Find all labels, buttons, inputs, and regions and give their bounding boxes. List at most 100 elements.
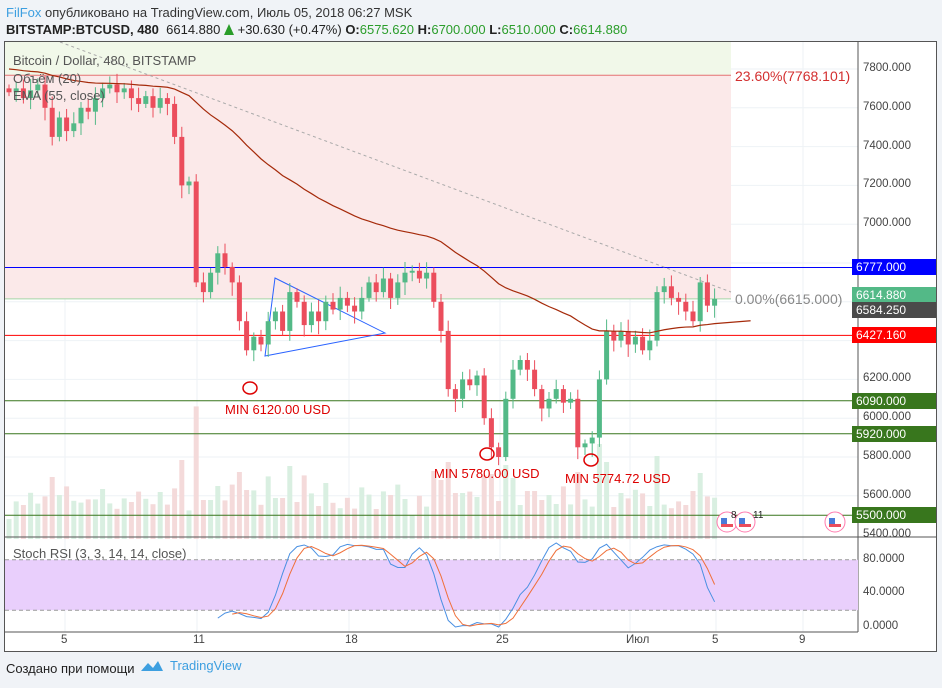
candle-body bbox=[604, 330, 610, 380]
volume-bar bbox=[668, 508, 674, 539]
candle-body bbox=[164, 98, 170, 104]
volume-bar bbox=[488, 474, 494, 539]
volume-bar bbox=[13, 501, 19, 539]
volume-bar bbox=[294, 502, 300, 539]
price-tick: 7600.000 bbox=[863, 100, 911, 113]
candle-body bbox=[92, 98, 98, 112]
volume-bar bbox=[280, 498, 286, 539]
candle-body bbox=[582, 443, 588, 448]
price-tick: 7400.000 bbox=[863, 139, 911, 152]
last-price: 6614.880 bbox=[166, 22, 221, 37]
candle-body bbox=[388, 278, 394, 298]
candle-body bbox=[128, 88, 134, 99]
volume-bar bbox=[301, 475, 307, 539]
candle-body bbox=[49, 107, 55, 137]
volume-bar bbox=[452, 493, 458, 539]
volume-bar bbox=[344, 497, 350, 539]
up-arrow-icon bbox=[223, 24, 234, 35]
volume-bar bbox=[647, 506, 653, 539]
price-tick: 7200.000 bbox=[863, 178, 911, 191]
candle-body bbox=[560, 389, 566, 403]
time-tick: 11 bbox=[193, 634, 205, 646]
c-label: C: bbox=[559, 22, 574, 37]
l-label: L: bbox=[489, 22, 502, 37]
volume-bar bbox=[517, 505, 523, 539]
candle-body bbox=[366, 282, 372, 298]
price-tag: 6427.160 bbox=[852, 327, 936, 344]
candle-body bbox=[107, 84, 113, 89]
candle-body bbox=[301, 301, 307, 326]
price-tick: 6000.000 bbox=[863, 411, 911, 424]
candle-body bbox=[589, 437, 595, 444]
candle-body bbox=[323, 301, 329, 322]
volume-bar bbox=[143, 498, 149, 539]
volume-bar bbox=[474, 497, 480, 539]
time-tick: 18 bbox=[345, 634, 358, 646]
price-tick: 5400.000 bbox=[863, 527, 911, 540]
publish-info: FilFox опубликовано на TradingView.com, … bbox=[6, 5, 412, 20]
volume-bar bbox=[100, 489, 106, 539]
volume-bar bbox=[481, 475, 487, 539]
candle-body bbox=[676, 297, 682, 302]
volume-bar bbox=[258, 504, 264, 539]
volume-bar bbox=[640, 493, 646, 539]
volume-bar bbox=[352, 508, 358, 539]
price-tag: 6090.000 bbox=[852, 392, 936, 409]
volume-bar bbox=[424, 506, 430, 539]
volume-bar bbox=[704, 496, 710, 539]
volume-bar bbox=[107, 503, 113, 539]
volume-bar bbox=[215, 486, 221, 539]
open-value: 6575.620 bbox=[359, 22, 414, 37]
candle-body bbox=[200, 282, 206, 293]
legend-volume[interactable]: Объём (20) bbox=[13, 71, 82, 86]
volume-bar bbox=[287, 466, 293, 539]
volume-bar bbox=[200, 500, 206, 539]
footer-text: Создано при помощи bbox=[6, 661, 135, 676]
stoch-tick: 80.0000 bbox=[863, 552, 905, 565]
candle-body bbox=[596, 379, 602, 438]
candle-body bbox=[208, 272, 214, 293]
us-flag-icon bbox=[721, 518, 727, 524]
candle-body bbox=[654, 292, 660, 341]
publish-text: опубликовано на TradingView.com, Июль 05… bbox=[45, 5, 413, 20]
volume-bar bbox=[460, 493, 466, 539]
time-tick: 25 bbox=[496, 634, 509, 646]
candle-body bbox=[409, 270, 415, 273]
legend-stoch[interactable]: Stoch RSI (3, 3, 14, 14, close) bbox=[13, 546, 187, 561]
volume-bar bbox=[712, 497, 718, 539]
high-value: 6700.000 bbox=[431, 22, 486, 37]
author-link[interactable]: FilFox bbox=[6, 5, 42, 20]
candle-body bbox=[287, 292, 293, 331]
candle-body bbox=[337, 297, 343, 310]
min-marker-circle bbox=[583, 453, 599, 467]
volume-bar bbox=[654, 456, 660, 539]
min-label-3: MIN 5774.72 USD bbox=[565, 471, 671, 486]
price-tag: 5500.000 bbox=[852, 507, 936, 524]
volume-bar bbox=[71, 500, 77, 539]
candle-body bbox=[402, 272, 408, 283]
candle-body bbox=[668, 286, 674, 298]
trend-line bbox=[59, 42, 732, 293]
candle-body bbox=[496, 447, 502, 457]
o-label: O: bbox=[345, 22, 360, 37]
candle-body bbox=[193, 181, 199, 283]
candle-body bbox=[539, 389, 545, 409]
volume-bar bbox=[395, 484, 401, 539]
volume-bar bbox=[229, 484, 235, 539]
chart-canvas[interactable] bbox=[5, 42, 936, 651]
volume-bar bbox=[272, 498, 278, 539]
volume-bar bbox=[337, 508, 343, 539]
candle-body bbox=[6, 88, 12, 93]
volume-bar bbox=[359, 487, 365, 539]
candle-body bbox=[503, 398, 509, 457]
stoch-tick: 0.0000 bbox=[863, 620, 899, 632]
min-marker-circle bbox=[242, 381, 258, 395]
candle-body bbox=[467, 379, 473, 386]
candle-body bbox=[380, 278, 386, 293]
chart-frame[interactable]: Bitcoin / Dollar, 480, BITSTAMP Объём (2… bbox=[4, 41, 937, 652]
tradingview-link[interactable]: TradingView bbox=[140, 658, 242, 673]
candle-body bbox=[546, 398, 552, 409]
legend-ema[interactable]: EMA (55, close) bbox=[13, 88, 105, 103]
candle-body bbox=[265, 321, 271, 345]
candle-body bbox=[56, 117, 62, 137]
